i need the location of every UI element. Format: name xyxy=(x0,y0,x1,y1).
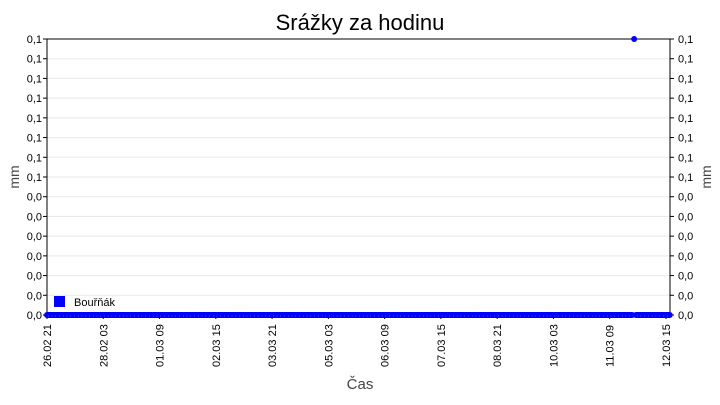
y-tick-label: 0,0 xyxy=(678,231,693,243)
x-tick-label: 06.03 09 xyxy=(380,324,392,367)
legend-label: Bouřňák xyxy=(74,297,115,309)
y-tick-label: 0,1 xyxy=(678,34,693,46)
y-tick-label: 0,1 xyxy=(27,34,42,46)
y-tick-label: 0,1 xyxy=(27,93,42,105)
x-tick-label: 08.03 21 xyxy=(492,324,504,367)
y-tick-label: 0,1 xyxy=(678,54,693,66)
x-tick-label: 02.03 15 xyxy=(211,324,223,367)
y-tick-label: 0,0 xyxy=(27,310,42,322)
x-tick-label: 12.03 15 xyxy=(661,324,673,367)
y-tick-label: 0,0 xyxy=(678,251,693,263)
y-tick-label: 0,1 xyxy=(27,113,42,125)
y-tick-label: 0,0 xyxy=(27,192,42,204)
x-tick-label: 05.03 03 xyxy=(323,324,335,367)
x-tick-label: 26.02 21 xyxy=(42,324,54,367)
x-tick-label: 28.02 03 xyxy=(98,324,110,367)
legend-swatch xyxy=(54,296,65,307)
y-tick-label: 0,0 xyxy=(27,290,42,302)
y-tick-label: 0,1 xyxy=(27,54,42,66)
grid xyxy=(47,58,670,296)
y-axis-label-left: mm xyxy=(6,165,22,188)
y-axis-label-right: mm xyxy=(698,165,714,188)
y-tick-label: 0,0 xyxy=(27,251,42,263)
series-bourak xyxy=(44,36,673,318)
chart-title: Srážky za hodinu xyxy=(276,10,445,35)
y-tick-label: 0,1 xyxy=(27,133,42,145)
y-axis-left: 0,0 0,0 0,0 0,0 0,0 0,0 0,0 0,1 0,1 0,1 0,1 0,1 0,1 0… xyxy=(27,34,47,322)
y-tick-label: 0,0 xyxy=(27,211,42,223)
y-tick-label: 0,0 xyxy=(27,231,42,243)
y-tick-label: 0,1 xyxy=(27,73,42,85)
x-tick-label: 01.03 09 xyxy=(155,324,167,367)
y-tick-label: 0,0 xyxy=(678,271,693,283)
y-tick-label: 0,1 xyxy=(27,172,42,184)
y-tick-label: 0,1 xyxy=(678,172,693,184)
y-axis-right: 0,0 0,0 0,0 0,0 0,0 0,0 0,0 0,1 0,1 0,1 0,1 0,1 0,1 0… xyxy=(670,34,693,322)
y-tick-label: 0,1 xyxy=(27,152,42,164)
x-axis-label: Čas xyxy=(347,376,374,393)
x-tick-label: 10.03 03 xyxy=(548,324,560,367)
y-tick-label: 0,1 xyxy=(678,113,693,125)
y-tick-label: 0,0 xyxy=(678,310,693,322)
y-tick-label: 0,0 xyxy=(678,192,693,204)
y-tick-label: 0,1 xyxy=(678,73,693,85)
y-tick-label: 0,1 xyxy=(678,93,693,105)
legend[interactable]: Bouřňák xyxy=(54,296,115,309)
y-tick-label: 0,0 xyxy=(27,271,42,283)
x-tick-label: 03.03 21 xyxy=(267,324,279,367)
x-tick-label: 11.03 09 xyxy=(605,325,617,367)
data-point xyxy=(631,36,638,42)
x-axis: 26.02 21 28.02 03 01.03 09 02.03 15 03.03 21… xyxy=(42,315,673,367)
x-tick-label: 07.03 15 xyxy=(436,324,448,367)
data-point xyxy=(666,312,673,318)
y-tick-label: 0,1 xyxy=(678,152,693,164)
y-tick-label: 0,0 xyxy=(678,290,693,302)
y-tick-label: 0,1 xyxy=(678,133,693,145)
y-tick-label: 0,0 xyxy=(678,211,693,223)
